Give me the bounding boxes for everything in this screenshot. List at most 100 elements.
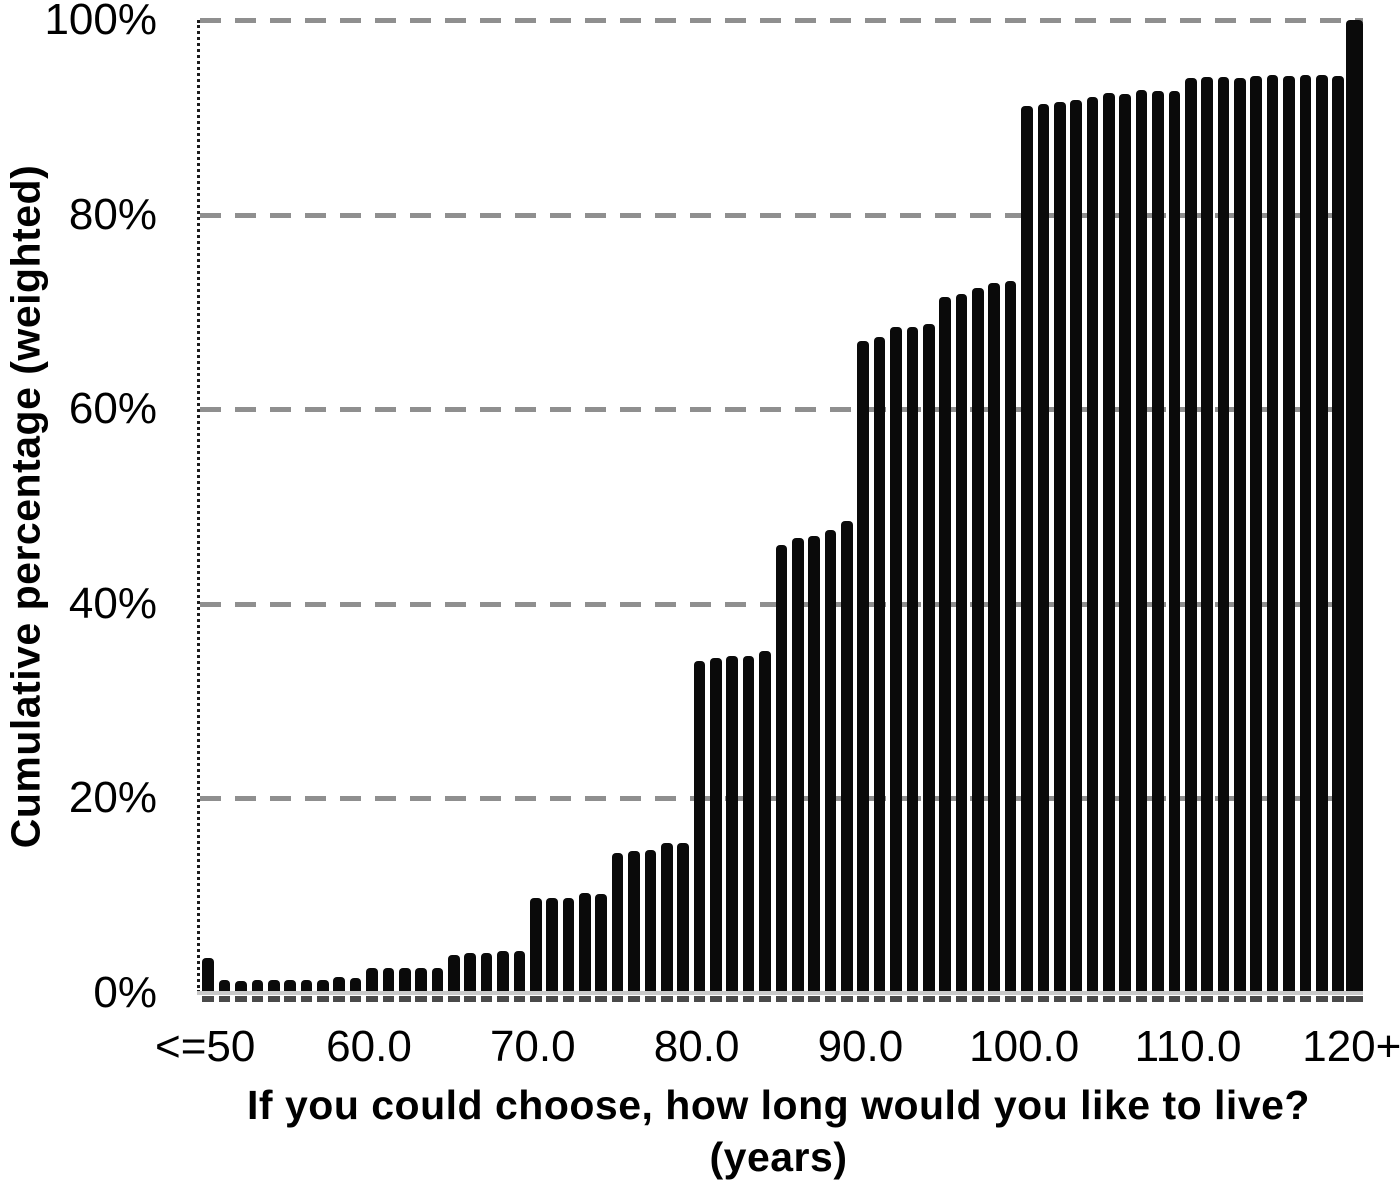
- bar-78: [660, 843, 673, 1002]
- bar-67: [480, 953, 493, 1002]
- bar-slot: [1232, 20, 1248, 1002]
- bar-slot: [266, 20, 282, 1002]
- bar-slot: [216, 20, 232, 1002]
- x-tick-label-80.0: 80.0: [653, 1022, 740, 1071]
- bar-84: [759, 650, 771, 1003]
- bar-88: [824, 529, 837, 1003]
- bar-slot: [806, 20, 822, 1003]
- bar-60: [366, 967, 378, 1003]
- bar-120+: [1346, 20, 1364, 1002]
- bar-89: [841, 521, 853, 1002]
- bar-70: [529, 897, 542, 1003]
- bar-114: [1250, 76, 1262, 1002]
- bar-85: [775, 545, 788, 1002]
- bar-slot: [1150, 20, 1166, 1002]
- bar-106: [1119, 93, 1131, 1003]
- bar-slot: [642, 20, 658, 1003]
- bar-slot: [790, 20, 806, 1003]
- x-axis-title-line2: (years): [709, 1133, 848, 1180]
- bar-59: [349, 978, 362, 1002]
- bar-slot: [953, 20, 969, 1002]
- bar-76: [628, 850, 640, 1003]
- bar-87: [808, 535, 820, 1003]
- bar-slot: [675, 20, 691, 1002]
- y-tick-label-20: 20%: [68, 773, 157, 823]
- bar-slot: [200, 20, 216, 1003]
- bar-slot: [1314, 20, 1330, 1002]
- bar-slot: [986, 20, 1002, 1003]
- bar-98: [988, 282, 1000, 1003]
- bar-63: [415, 967, 427, 1003]
- gridline-80: [200, 212, 1363, 218]
- bar-slot: [1264, 20, 1280, 1002]
- bar-74: [595, 893, 607, 1003]
- bar-81: [710, 658, 722, 1002]
- bar-<=50: [202, 957, 214, 1003]
- bar-slot: [888, 20, 904, 1002]
- bar-56: [300, 980, 313, 1002]
- bar-slot: [446, 20, 462, 1002]
- x-axis-title-line1: If you could choose, how long would you …: [247, 1082, 1310, 1128]
- bar-slot: [1052, 20, 1068, 1003]
- bar-slot: [364, 20, 380, 1003]
- x-tick-label-110.0: 110.0: [1134, 1022, 1242, 1071]
- bar-slot: [708, 20, 724, 1002]
- bar-107: [1135, 90, 1148, 1002]
- bar-52: [235, 981, 247, 1002]
- bar-slot: [511, 20, 527, 1002]
- bar-58: [333, 977, 345, 1002]
- bar-64: [431, 967, 444, 1003]
- bar-slot: [724, 20, 740, 1002]
- bar-slot: [1035, 20, 1051, 1003]
- bar-slot: [921, 20, 937, 1003]
- y-tick-label-40: 40%: [68, 578, 157, 628]
- bar-101: [1037, 103, 1050, 1003]
- bar-slot: [626, 20, 642, 1003]
- bar-slot: [691, 20, 707, 1002]
- bar-slot: [429, 20, 445, 1003]
- bar-slot: [1297, 20, 1313, 1002]
- bar-75: [611, 852, 624, 1003]
- bar-slot: [249, 20, 265, 1002]
- gridline-100: [200, 18, 1363, 23]
- y-tick-label-100: 100%: [44, 0, 157, 44]
- bar-86: [791, 537, 804, 1003]
- bar-80: [693, 661, 706, 1002]
- bar-slot: [659, 20, 675, 1002]
- bar-slot: [1084, 20, 1100, 1003]
- bar-slot: [593, 20, 609, 1003]
- bar-65: [448, 955, 460, 1002]
- y-tick-label-60: 60%: [68, 384, 157, 434]
- bar-110: [1184, 78, 1197, 1002]
- bar-112: [1217, 77, 1230, 1002]
- bar-79: [677, 843, 689, 1002]
- bar-73: [579, 892, 591, 1003]
- x-tick-label-70.0: 70.0: [489, 1022, 576, 1071]
- x-tick-label-100.0: 100.0: [969, 1022, 1080, 1071]
- bar-82: [726, 656, 738, 1002]
- bar-55: [284, 980, 296, 1002]
- bar-slot: [1133, 20, 1149, 1002]
- bar-slot: [871, 20, 887, 1002]
- bars: [200, 20, 1364, 1003]
- y-axis-title-wrap: Cumulative percentage (weighted): [0, 20, 52, 993]
- x-axis-title: If you could choose, how long would you …: [197, 1080, 1360, 1180]
- y-axis-title: Cumulative percentage (weighted): [2, 164, 49, 849]
- x-axis-labels: <=50 60.0 70.0 80.0 90.0 100.0 110.0 120+: [155, 1022, 1400, 1076]
- bar-slot: [560, 20, 576, 1003]
- bar-slot: [1330, 20, 1346, 1002]
- bar-slot: [1346, 20, 1364, 1002]
- bar-slot: [495, 20, 511, 1002]
- bar-119: [1332, 76, 1344, 1002]
- bar-slot: [822, 20, 838, 1003]
- bar-77: [644, 849, 657, 1003]
- bar-57: [317, 980, 329, 1002]
- bar-111: [1201, 77, 1213, 1002]
- bar-69: [513, 951, 526, 1002]
- bar-104: [1086, 96, 1099, 1003]
- bar-slot: [740, 20, 756, 1002]
- plot-area: [197, 18, 1364, 1003]
- bar-slot: [233, 20, 249, 1002]
- bar-102: [1053, 101, 1066, 1003]
